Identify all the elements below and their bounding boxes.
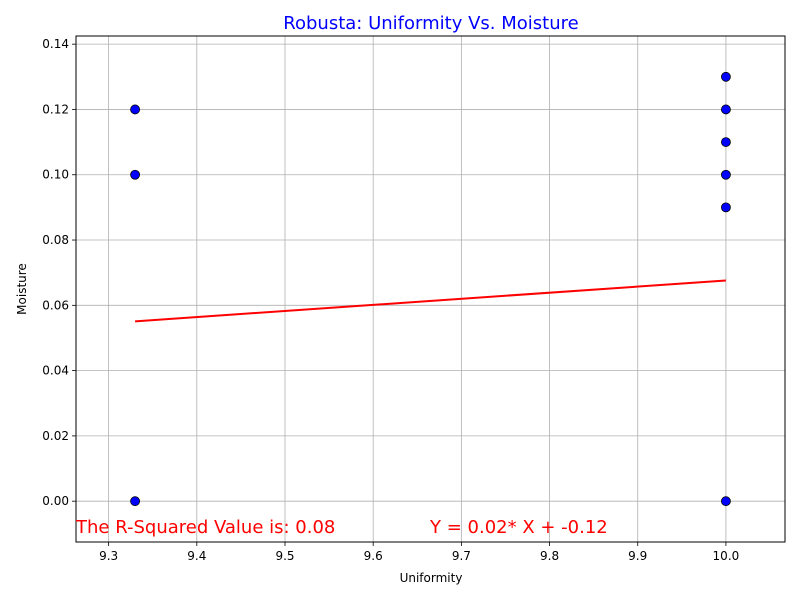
x-tick-label: 9.6 (364, 549, 383, 563)
r-squared-annotation: The R-Squared Value is: 0.08 (75, 517, 335, 538)
regression-equation-annotation: Y = 0.02* X + -0.12 (429, 517, 608, 538)
y-tick-label: 0.08 (42, 233, 69, 247)
regression-line-group (135, 279, 726, 323)
y-axis-label: Moisture (15, 263, 29, 315)
y-tick-label: 0.02 (42, 429, 69, 443)
plot-frame (75, 35, 786, 543)
x-tick-label: 10.0 (713, 549, 740, 563)
y-tick-label: 0.10 (42, 168, 69, 182)
data-point (721, 71, 731, 82)
data-point (130, 496, 140, 507)
y-tick-label: 0.06 (42, 298, 69, 312)
chart-title: Robusta: Uniformity Vs. Moisture (283, 13, 578, 34)
y-axis-ticks: 0.00 0.02 0.04 0.06 0.08 0.10 0.12 0.14 (42, 37, 76, 508)
x-tick-label: 9.7 (452, 549, 471, 563)
x-tick-label: 9.8 (540, 549, 559, 563)
x-tick-label: 9.5 (275, 549, 294, 563)
y-tick-label: 0.14 (42, 37, 69, 51)
data-point (721, 202, 731, 213)
y-tick-label: 0.12 (42, 102, 69, 116)
data-point (721, 169, 731, 180)
data-point (130, 169, 140, 180)
y-tick-label: 0.04 (42, 364, 69, 378)
x-tick-label: 9.3 (99, 549, 118, 563)
y-tick-label: 0.00 (42, 494, 69, 508)
x-axis-label: Uniformity (400, 571, 463, 585)
regression-line (135, 279, 726, 323)
data-points (130, 71, 731, 507)
grid-lines (76, 36, 785, 542)
data-point (721, 496, 731, 507)
data-point (130, 104, 140, 115)
data-point (721, 137, 731, 147)
data-point (721, 104, 731, 115)
x-axis-ticks: 9.3 9.4 9.5 9.6 9.7 9.8 9.9 10.0 (99, 542, 739, 563)
x-tick-label: 9.9 (628, 549, 647, 563)
x-tick-label: 9.4 (187, 549, 206, 563)
